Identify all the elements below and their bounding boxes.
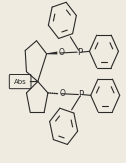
Text: O: O: [60, 89, 66, 98]
Polygon shape: [47, 52, 57, 54]
Text: P: P: [77, 48, 82, 57]
Text: Abs: Abs: [14, 79, 27, 85]
Text: P: P: [78, 90, 83, 99]
Text: O: O: [58, 48, 64, 58]
FancyBboxPatch shape: [9, 74, 31, 89]
